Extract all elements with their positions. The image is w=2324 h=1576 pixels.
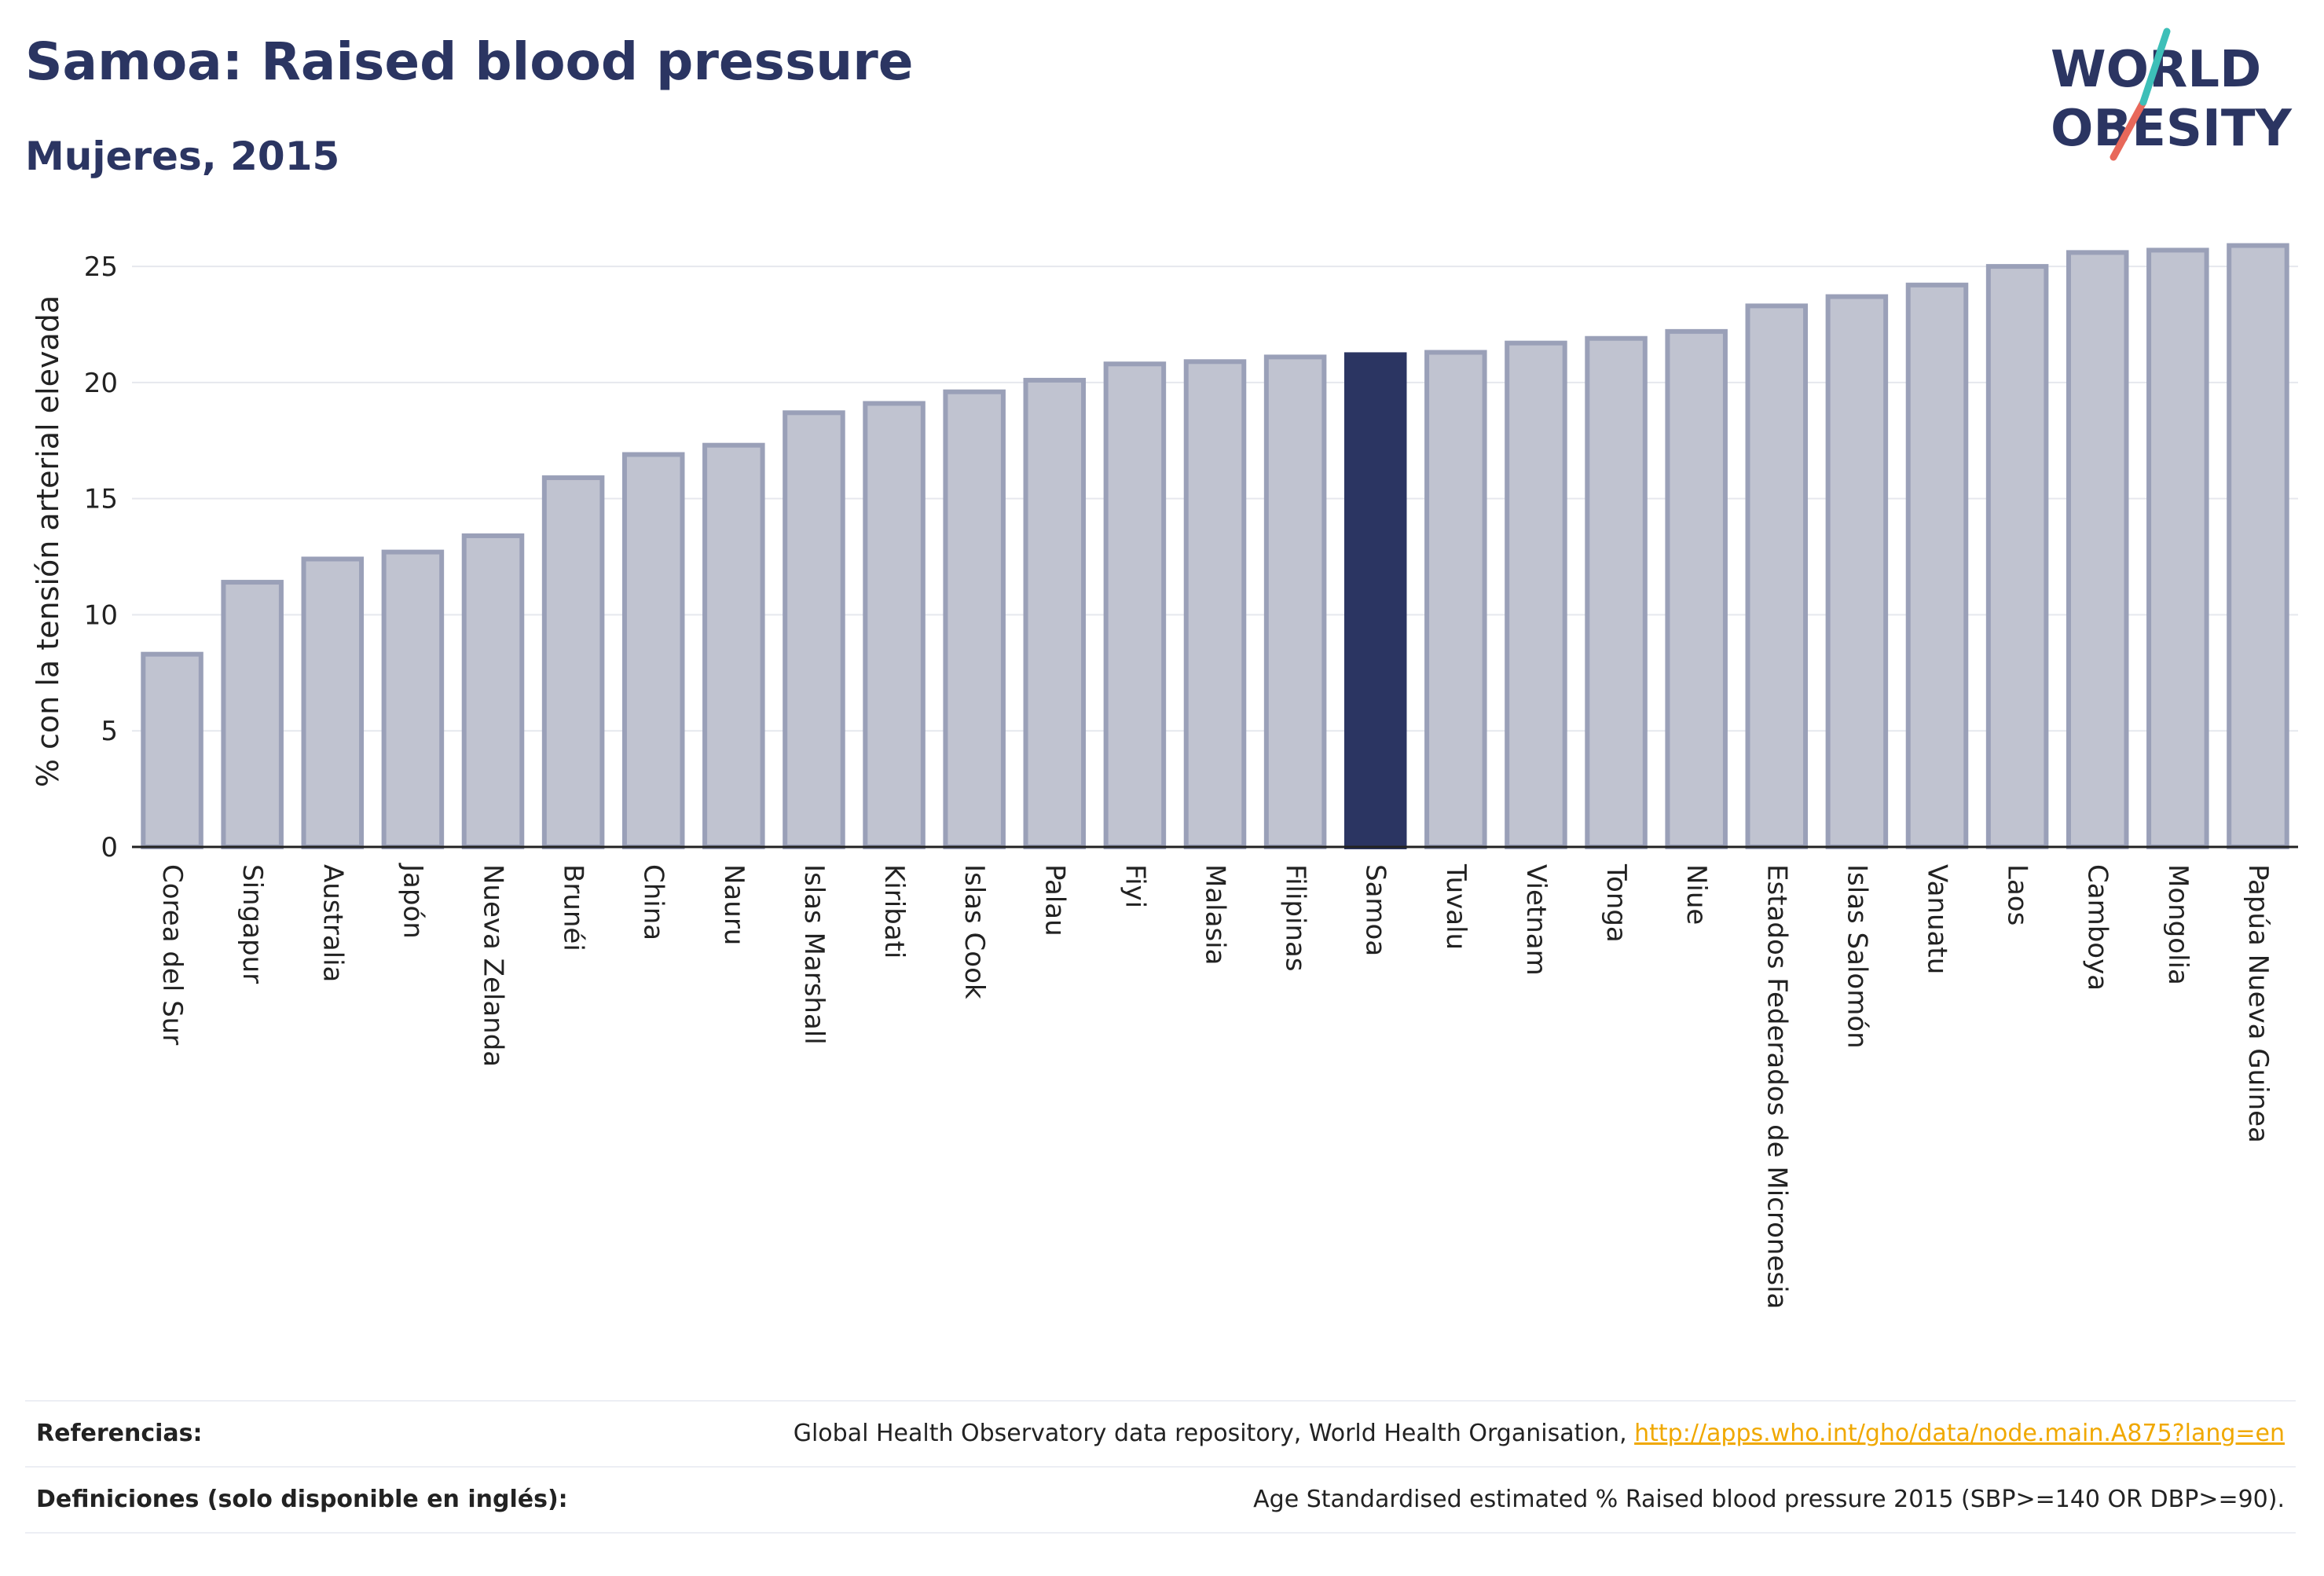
x-tick-label: Camboya [2082,864,2113,991]
bar [702,442,765,849]
bar [1825,294,1889,849]
x-tick-label: Samoa [1360,864,1391,956]
x-tick-label: Vietnam [1520,864,1552,976]
x-tick-label: Brunéi [558,864,589,951]
x-tick-label: Vanuatu [1922,864,1953,974]
bar [863,401,926,849]
x-tick-label: Corea del Sur [156,864,188,1045]
bar [783,410,845,849]
references-value: Global Health Observatory data repositor… [794,1420,2296,1447]
bar [2066,250,2129,849]
y-tick-label: 20 [84,368,118,399]
references-link[interactable]: http://apps.who.int/gho/data/node.main.A… [1634,1419,2285,1447]
bar [943,389,1006,849]
page-title: Samoa: Raised blood pressure [25,31,914,92]
x-tick-label: Niue [1681,864,1712,925]
bar [1585,335,1648,849]
x-tick-label: Islas Salomón [1841,864,1872,1049]
bar [461,533,525,849]
y-tick-label: 0 [101,832,118,863]
bar [1424,350,1487,849]
x-tick-label: Nauru [718,864,750,945]
references-label: Referencias: [36,1419,203,1447]
x-tick-label: Papúa Nueva Guinea [2242,864,2274,1143]
x-tick-label: Palau [1039,864,1070,936]
bar [1905,282,1969,849]
x-tick-label: Japón [397,863,428,939]
y-tick-label: 5 [101,716,118,747]
x-tick-label: Nueva Zelanda [478,864,509,1067]
y-tick-label: 25 [84,251,118,283]
x-tick-label: Kiribati [878,864,910,958]
x-tick-label: Fiyi [1119,864,1150,908]
bar [1985,264,2049,850]
y-tick-label: 10 [84,599,118,631]
bar [301,556,365,849]
x-tick-label: Islas Marshall [798,864,830,1045]
bar [2227,243,2289,849]
bar [2146,247,2209,849]
x-tick-label: Tonga [1600,863,1632,943]
bar-highlight [1343,352,1407,849]
x-tick-label: Singapur [236,864,268,984]
references-row: Referencias: Global Health Observatory d… [25,1402,2296,1464]
x-tick-label: Laos [2002,864,2033,925]
bar [621,452,685,849]
x-tick-label: Malasia [1200,864,1231,965]
logo-line2: OBESITY [2051,100,2292,158]
bar [1665,328,1728,850]
y-tick-label: 15 [84,484,118,515]
x-tick-label: Estados Federados de Micronesia [1761,864,1792,1309]
bar-chart: 0 5 10 15 20 25 % con la tensión arterial elev… [31,243,2298,1309]
bar [1745,303,1809,850]
references-text: Global Health Observatory data repositor… [793,1419,1635,1447]
bar [541,475,605,849]
bar [1263,354,1327,849]
footer: Referencias: Global Health Observatory d… [25,1400,2296,1534]
x-tick-label: Tuvalu [1440,863,1472,950]
bar [1023,377,1087,849]
page-subtitle: Mujeres, 2015 [25,134,340,179]
bar [1103,361,1167,849]
x-tick-label: China [638,864,669,940]
bar [1183,359,1247,849]
x-tick-label: Islas Cook [959,864,990,999]
x-tick-label: Australia [317,864,348,982]
definitions-row: Definiciones (solo disponible en inglés)… [25,1468,2296,1530]
logo-slash-teal [2139,27,2171,106]
logo-slash-red [2110,98,2147,161]
y-axis-title: % con la tensión arterial elevada [31,295,65,787]
x-tick-label: Mongolia [2162,864,2194,985]
footer-divider [25,1400,2296,1402]
bar [381,549,445,850]
bar [221,580,284,849]
world-obesity-logo: WORLD OBESITY [2051,27,2292,161]
footer-divider [25,1532,2296,1534]
x-tick-label: Filipinas [1280,864,1311,972]
bar [141,651,203,850]
footer-divider [25,1466,2296,1468]
definitions-label: Definiciones (solo disponible en inglés)… [36,1485,568,1513]
bar [1505,340,1567,849]
definitions-text: Age Standardised estimated % Raised bloo… [1253,1485,2285,1513]
